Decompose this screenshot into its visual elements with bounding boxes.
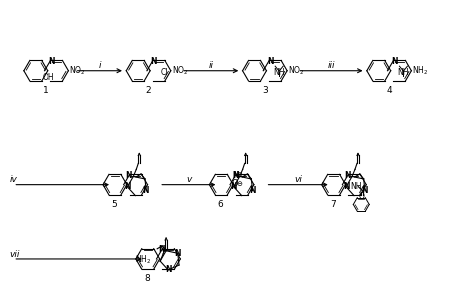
Text: v: v [186, 175, 191, 184]
Text: N: N [232, 171, 238, 180]
Text: N: N [124, 182, 131, 191]
Text: N: N [391, 57, 398, 66]
Text: OH: OH [43, 72, 55, 82]
Text: NH: NH [398, 68, 409, 77]
Text: vii: vii [9, 249, 20, 258]
Text: Cl: Cl [161, 68, 169, 77]
Text: N: N [267, 57, 273, 66]
Text: N: N [158, 245, 164, 254]
Text: N: N [232, 171, 238, 180]
Text: N: N [344, 171, 351, 180]
Text: NH: NH [273, 68, 285, 77]
Text: NO$_2$: NO$_2$ [69, 64, 86, 77]
Text: N: N [48, 57, 55, 66]
Text: NO$_2$: NO$_2$ [288, 64, 305, 77]
Text: N: N [249, 186, 255, 195]
Text: 7: 7 [330, 200, 336, 209]
Text: $\ominus$: $\ominus$ [237, 179, 244, 188]
Text: NO$_2$: NO$_2$ [172, 64, 189, 77]
Text: $\oplus$: $\oplus$ [237, 170, 244, 179]
Text: N: N [343, 182, 349, 191]
Text: 4: 4 [386, 86, 392, 95]
Text: NH$_2$: NH$_2$ [135, 254, 151, 266]
Text: N: N [126, 171, 132, 180]
Text: N: N [143, 186, 149, 195]
Text: N: N [230, 182, 237, 191]
Text: i: i [99, 61, 101, 70]
Text: N: N [174, 249, 181, 258]
Text: NH: NH [350, 182, 362, 191]
Text: 3: 3 [262, 86, 268, 95]
Text: NH$_2$: NH$_2$ [412, 64, 428, 77]
Text: 2: 2 [146, 86, 151, 95]
Text: N: N [151, 57, 157, 66]
Text: iii: iii [328, 61, 335, 70]
Text: 1: 1 [43, 86, 49, 95]
Text: N: N [361, 186, 368, 195]
Text: 6: 6 [218, 200, 223, 209]
Text: 8: 8 [144, 274, 150, 283]
Text: ii: ii [209, 61, 214, 70]
Text: O: O [232, 179, 238, 188]
Text: O: O [358, 192, 364, 201]
Text: N: N [165, 266, 172, 274]
Text: iv: iv [9, 175, 17, 184]
Text: vi: vi [294, 175, 302, 184]
Text: 5: 5 [111, 200, 117, 209]
